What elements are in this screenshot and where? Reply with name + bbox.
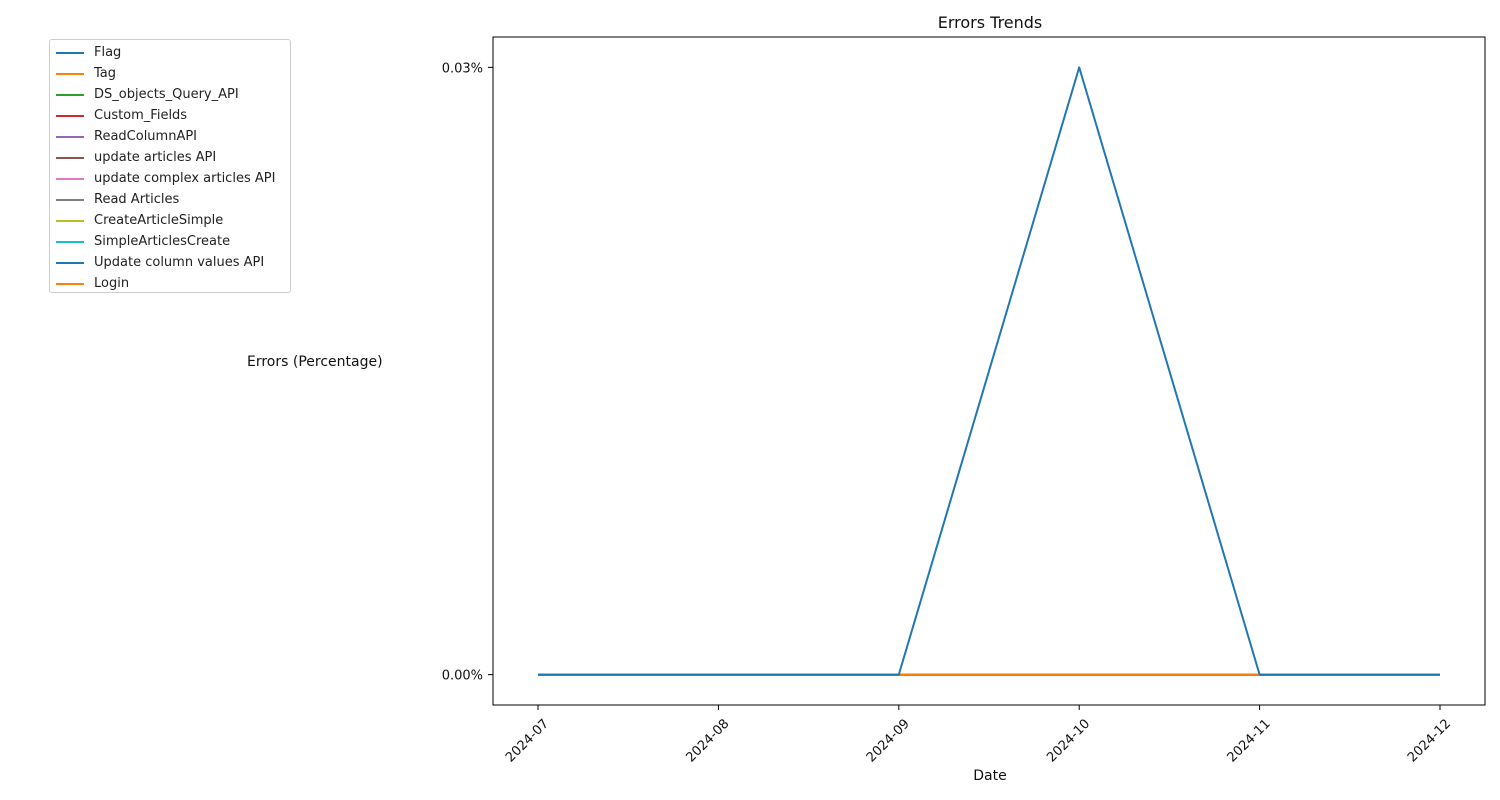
x-tick-label: 2024-07 — [503, 716, 552, 765]
legend-swatch — [56, 114, 84, 117]
legend-label: CreateArticleSimple — [94, 213, 224, 228]
x-tick-label: 2024-11 — [1225, 716, 1274, 765]
legend-item: DS_objects_Query_API — [50, 84, 290, 105]
chart-legend: Flag Tag DS_objects_Query_API Custom_Fields… — [49, 39, 291, 293]
y-tick-label: 0.00% — [442, 669, 483, 684]
legend-item: SimpleArticlesCreate — [50, 231, 290, 252]
legend-swatch — [56, 51, 84, 54]
legend-swatch — [56, 282, 84, 285]
legend-item: update articles API — [50, 147, 290, 168]
legend-label: Tag — [94, 66, 117, 81]
legend-label: Update column values API — [94, 255, 265, 270]
legend-swatch — [56, 156, 84, 159]
legend-label: Read Articles — [94, 192, 180, 207]
legend-label: Login — [94, 276, 130, 291]
legend-item: Login — [50, 273, 290, 294]
x-tick-label: 2024-10 — [1044, 716, 1093, 765]
series-lines — [538, 66, 1440, 676]
legend-swatch — [56, 240, 84, 243]
y-tick-label: 0.03% — [442, 61, 483, 76]
legend-item: Flag — [50, 42, 290, 63]
legend-item: Update column values API — [50, 252, 290, 273]
legend-item: Tag — [50, 63, 290, 84]
legend-label: ReadColumnAPI — [94, 129, 198, 144]
legend-label: Flag — [94, 45, 122, 60]
x-axis-ticks: 2024-07 2024-08 2024-09 2024-10 2024-11 2024-… — [503, 705, 1454, 765]
legend-label: Custom_Fields — [94, 108, 188, 123]
series-line-flag — [538, 66, 1440, 676]
legend-item: ReadColumnAPI — [50, 126, 290, 147]
legend-label: update complex articles API — [94, 171, 276, 186]
legend-swatch — [56, 261, 84, 264]
chart-title: Errors Trends — [937, 13, 1043, 32]
legend-item: Custom_Fields — [50, 105, 290, 126]
legend-label: DS_objects_Query_API — [94, 87, 239, 102]
x-tick-label: 2024-08 — [683, 716, 732, 765]
y-axis-ticks: 0.00% 0.03% — [442, 61, 493, 684]
x-tick-label: 2024-12 — [1405, 716, 1454, 765]
legend-label: SimpleArticlesCreate — [94, 234, 231, 249]
legend-item: Read Articles — [50, 189, 290, 210]
x-axis-label: Date — [973, 768, 1007, 784]
legend-swatch — [56, 72, 84, 75]
legend-swatch — [56, 219, 84, 222]
legend-swatch — [56, 198, 84, 201]
legend-item: update complex articles API — [50, 168, 290, 189]
legend-label: update articles API — [94, 150, 217, 165]
x-tick-label: 2024-09 — [864, 716, 913, 765]
legend-swatch — [56, 135, 84, 138]
legend-swatch — [56, 93, 84, 96]
legend-swatch — [56, 177, 84, 180]
legend-item: CreateArticleSimple — [50, 210, 290, 231]
y-axis-label: Errors (Percentage) — [247, 354, 383, 370]
